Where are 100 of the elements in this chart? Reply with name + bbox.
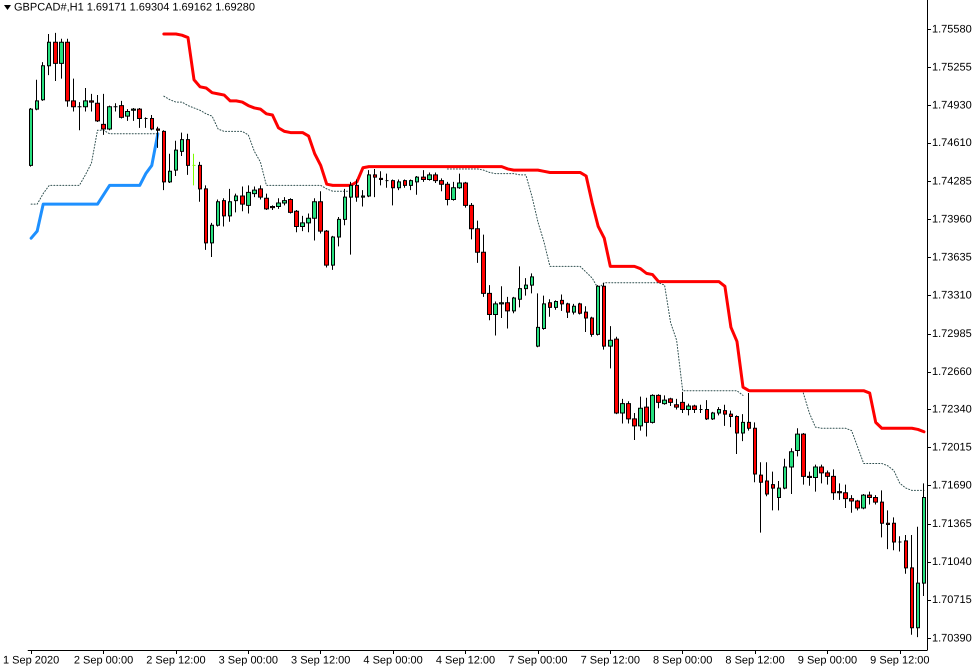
candlestick — [759, 462, 763, 534]
x-tick-label: 3 Sep 00:00 — [218, 654, 278, 666]
x-tick-label: 4 Sep 00:00 — [363, 654, 423, 666]
candlestick — [904, 534, 908, 574]
x-tick-label: 7 Sep 12:00 — [580, 654, 640, 666]
candlestick — [536, 292, 540, 348]
candlestick — [705, 400, 709, 421]
candlestick — [880, 490, 884, 538]
candlestick — [566, 302, 570, 318]
candlestick — [29, 107, 33, 168]
line-series — [162, 32, 926, 434]
candlestick — [916, 526, 920, 638]
candlestick — [95, 94, 100, 123]
candlestick — [204, 184, 208, 250]
candlestick — [355, 179, 359, 202]
y-tick-label: 1.72660 — [932, 366, 972, 378]
candlestick — [711, 411, 715, 421]
y-tick-label: 1.71040 — [932, 556, 972, 568]
x-tick-label: 9 Sep 12:00 — [870, 654, 930, 666]
y-tick-label: 1.71690 — [932, 480, 972, 492]
candlestick — [216, 198, 220, 227]
candlestick — [379, 170, 383, 186]
candlestick — [729, 410, 733, 428]
line-series — [30, 132, 160, 240]
candlestick — [584, 306, 588, 333]
candlestick — [530, 272, 534, 294]
candlestick — [349, 181, 353, 256]
y-tick-label: 1.73310 — [932, 290, 972, 302]
candlestick — [753, 422, 757, 483]
candlestick — [210, 222, 214, 258]
y-tick-label: 1.70715 — [932, 594, 972, 606]
candlestick — [228, 188, 232, 222]
candlestick — [542, 295, 546, 330]
x-tick-label: 7 Sep 00:00 — [508, 654, 568, 666]
candlestick — [741, 414, 745, 442]
y-tick-label: 1.72015 — [932, 442, 972, 454]
y-tick-label: 1.73635 — [932, 252, 972, 264]
line-series — [30, 130, 158, 205]
candlestick — [717, 406, 721, 416]
candlestick — [361, 190, 365, 207]
y-tick-label: 1.72985 — [932, 328, 972, 340]
y-tick-label: 1.74610 — [932, 137, 972, 150]
x-tick-label: 1 Sep 2020 — [2, 654, 60, 666]
candlestick — [41, 62, 45, 102]
candlestick — [174, 140, 178, 176]
candlestick — [343, 188, 347, 226]
candlestick — [783, 458, 787, 490]
y-tick-label: 1.73960 — [932, 213, 972, 226]
candlestick — [560, 294, 564, 312]
candlestick — [512, 296, 516, 314]
candlestick — [590, 316, 594, 338]
y-tick-label: 1.70390 — [932, 632, 972, 644]
candlestick — [367, 170, 371, 198]
y-tick-label: 1.72340 — [932, 403, 972, 416]
candlestick — [150, 114, 154, 131]
candlestick — [735, 414, 739, 455]
candlestick — [723, 404, 727, 426]
candlestick — [35, 79, 39, 111]
candlestick — [524, 278, 528, 296]
candlestick — [892, 516, 896, 551]
candlestick — [415, 175, 419, 196]
candlestick — [168, 153, 172, 184]
candlestick — [391, 179, 395, 206]
candlestick — [409, 179, 413, 191]
x-tick-label: 8 Sep 00:00 — [653, 654, 712, 666]
candlestick — [403, 179, 407, 188]
candlestick — [572, 303, 576, 315]
x-tick-label: 4 Sep 12:00 — [436, 654, 496, 666]
candlestick — [518, 266, 522, 308]
candlestick — [910, 534, 914, 636]
candlestick — [699, 404, 703, 414]
candlestick — [765, 462, 769, 497]
candlestick — [186, 133, 190, 176]
candlestick — [886, 510, 890, 550]
candlestick — [554, 300, 558, 310]
y-tick-label: 1.75580 — [932, 23, 972, 36]
candlestick — [331, 235, 335, 270]
candlestick — [162, 130, 166, 191]
candlestick — [385, 173, 389, 188]
candlestick — [144, 116, 148, 128]
y-tick-label: 1.74285 — [932, 175, 972, 188]
candlestick — [222, 198, 226, 227]
candlestick — [234, 193, 238, 213]
candlestick — [397, 179, 401, 191]
x-tick-label: 2 Sep 00:00 — [74, 654, 134, 666]
y-tick-label: 1.71365 — [932, 518, 972, 530]
x-tick-label: 2 Sep 12:00 — [146, 654, 206, 666]
chart-title: GBPCAD#,H1 1.69171 1.69304 1.69162 1.69280 — [14, 2, 255, 14]
candlestick — [192, 153, 196, 186]
candlestick — [156, 126, 160, 148]
candlestick — [771, 471, 775, 511]
candlestick — [337, 216, 341, 247]
y-tick-label: 1.74930 — [932, 100, 972, 112]
candlestick — [548, 298, 552, 318]
candlestick — [898, 536, 902, 552]
candlestick — [47, 34, 51, 76]
candlestick — [180, 132, 184, 157]
x-tick-label: 3 Sep 12:00 — [291, 654, 350, 666]
candlestick — [198, 161, 202, 202]
y-tick-label: 1.75255 — [932, 61, 972, 74]
